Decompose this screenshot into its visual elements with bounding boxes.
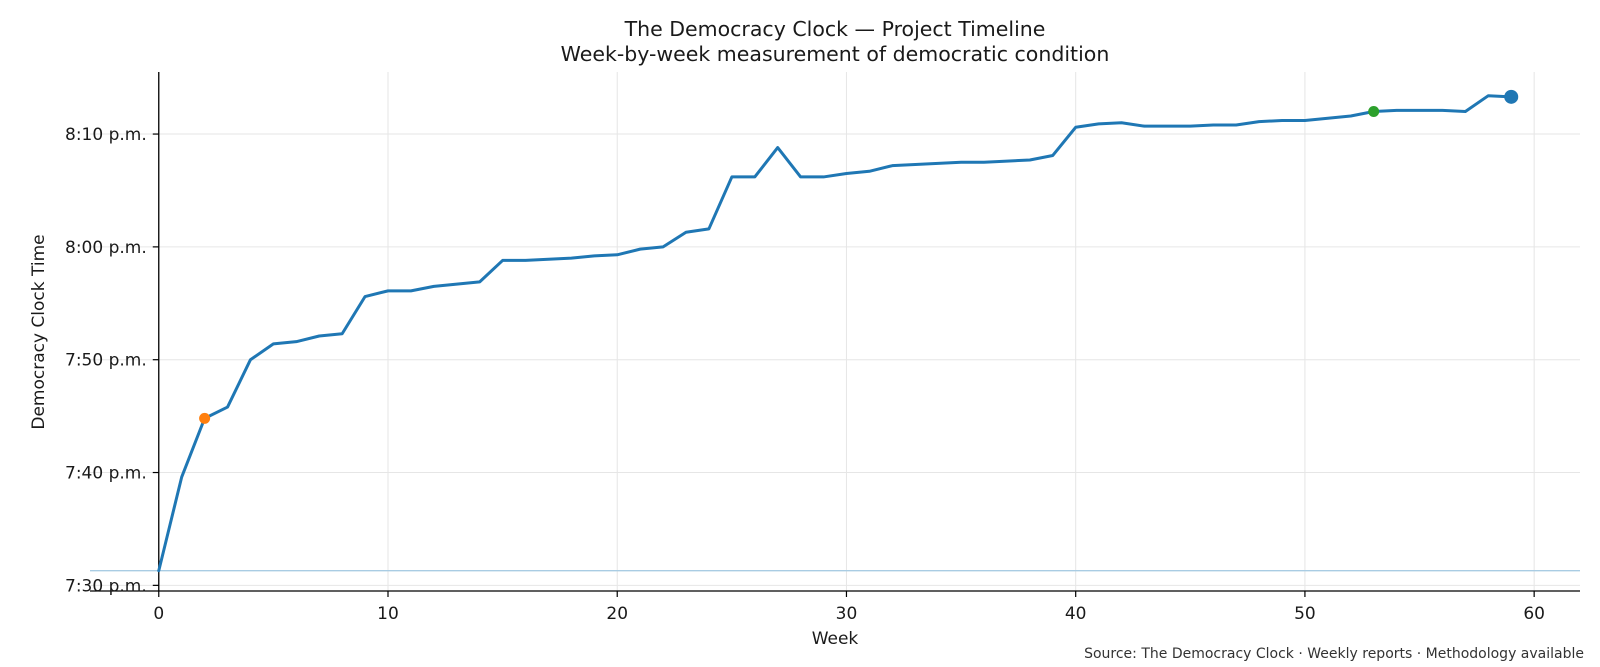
x-tick-label: 60 <box>1523 604 1545 624</box>
tick-labels: 0 10 20 30 40 50 60 7:30 p.m. 7:40 p.m. 7:50 p.m.… <box>65 125 1545 624</box>
x-tick-label: 10 <box>377 604 399 624</box>
highlight-point <box>1504 89 1519 104</box>
axes <box>90 72 1580 597</box>
x-tick-label: 50 <box>1294 604 1316 624</box>
y-axis-label: Democracy Clock Time <box>29 234 49 429</box>
x-axis-label: Week <box>812 629 859 649</box>
y-tick-label: 8:10 p.m. <box>65 125 147 145</box>
x-tick-label: 0 <box>153 604 164 624</box>
y-tick-label: 7:30 p.m. <box>65 576 147 596</box>
chart-title: The Democracy Clock — Project Timeline <box>624 17 1046 41</box>
y-tick-label: 7:40 p.m. <box>65 464 147 484</box>
y-tick-label: 7:50 p.m. <box>65 351 147 371</box>
highlight-point <box>199 412 211 424</box>
highlight-point <box>1368 105 1380 117</box>
highlight-points <box>199 89 1519 424</box>
x-tick-label: 20 <box>606 604 628 624</box>
grid <box>90 72 1580 591</box>
source-note: Source: The Democracy Clock · Weekly rep… <box>1084 646 1584 662</box>
series-layer <box>157 94 1513 573</box>
y-tick-label: 8:00 p.m. <box>65 238 147 258</box>
chart-subtitle: Week-by-week measurement of democratic c… <box>561 42 1110 66</box>
series-line <box>157 94 1513 573</box>
x-tick-label: 30 <box>836 604 858 624</box>
x-tick-label: 40 <box>1065 604 1087 624</box>
